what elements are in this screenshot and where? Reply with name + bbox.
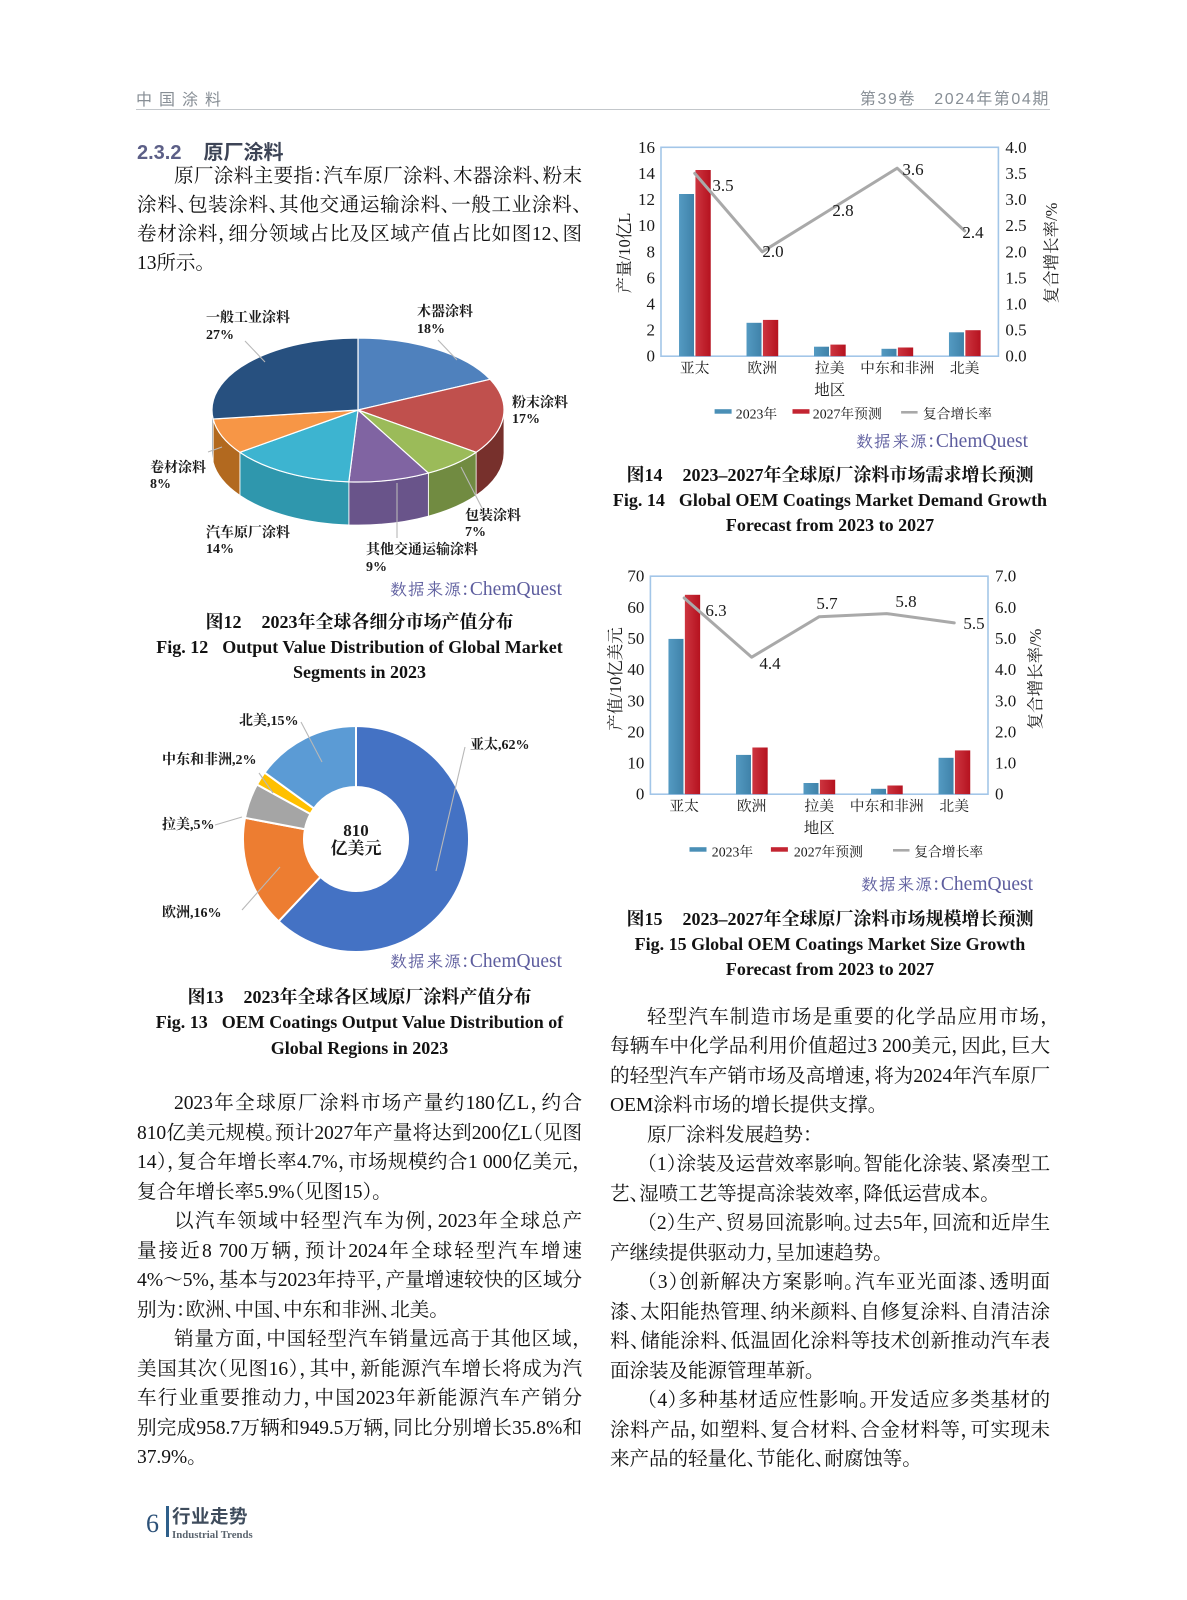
svg-text:2.0: 2.0 (995, 722, 1016, 741)
svg-text:0.5: 0.5 (1005, 321, 1026, 340)
svg-text:北美: 北美 (939, 798, 969, 815)
svg-text:0: 0 (636, 785, 645, 804)
svg-text:北美: 北美 (950, 360, 980, 377)
svg-text:复合增长率: 复合增长率 (914, 845, 983, 860)
svg-text:20: 20 (627, 722, 644, 741)
svg-text:10: 10 (627, 754, 644, 773)
svg-text:3.5: 3.5 (1005, 164, 1026, 183)
svg-text:10: 10 (638, 216, 655, 235)
svg-text:拉美: 拉美 (804, 798, 834, 815)
svg-text:2.0: 2.0 (1005, 242, 1026, 261)
svg-text:中东和非洲: 中东和非洲 (850, 798, 924, 815)
svg-text:复合增长率: 复合增长率 (923, 407, 992, 422)
svg-text:0: 0 (647, 347, 656, 366)
svg-text:3.0: 3.0 (1005, 190, 1026, 209)
svg-text:3.5: 3.5 (712, 176, 733, 195)
svg-text:5.7: 5.7 (816, 594, 838, 613)
svg-text:40: 40 (627, 660, 644, 679)
svg-text:拉美: 拉美 (815, 360, 845, 377)
svg-text:70: 70 (627, 567, 644, 586)
svg-text:3.0: 3.0 (995, 691, 1016, 710)
svg-text:12: 12 (638, 190, 655, 209)
svg-text:欧洲: 欧洲 (737, 798, 767, 815)
svg-text:2.4: 2.4 (962, 223, 984, 242)
svg-text:6: 6 (647, 268, 656, 287)
svg-text:60: 60 (627, 598, 644, 617)
svg-text:4: 4 (647, 294, 656, 313)
svg-text:16: 16 (638, 138, 655, 157)
svg-text:2: 2 (647, 321, 656, 340)
svg-text:30: 30 (627, 691, 644, 710)
svg-text:6.0: 6.0 (995, 598, 1016, 617)
svg-text:4.4: 4.4 (759, 654, 781, 673)
svg-text:8: 8 (647, 242, 656, 261)
svg-text:2023年: 2023年 (736, 406, 778, 422)
svg-text:4.0: 4.0 (1005, 138, 1026, 157)
svg-text:产量/10亿L: 产量/10亿L (615, 213, 634, 294)
svg-text:0.0: 0.0 (1005, 347, 1026, 366)
svg-text:3.6: 3.6 (902, 160, 923, 179)
svg-text:4.0: 4.0 (995, 660, 1016, 679)
svg-text:0: 0 (995, 785, 1004, 804)
svg-text:1.0: 1.0 (995, 754, 1016, 773)
svg-text:6.3: 6.3 (705, 601, 726, 620)
svg-text:14: 14 (638, 164, 656, 183)
svg-text:5.0: 5.0 (995, 629, 1016, 648)
svg-text:产值/10亿美元: 产值/10亿美元 (606, 627, 625, 731)
svg-text:欧洲: 欧洲 (747, 360, 777, 377)
svg-text:地区: 地区 (814, 380, 845, 399)
svg-text:50: 50 (627, 629, 644, 648)
svg-text:2.0: 2.0 (762, 242, 783, 261)
svg-text:复合增长率/%: 复合增长率/% (1042, 202, 1061, 303)
svg-text:5.5: 5.5 (963, 614, 984, 633)
svg-text:复合增长率/%: 复合增长率/% (1026, 628, 1045, 729)
svg-text:7.0: 7.0 (995, 567, 1016, 586)
svg-text:2027年预测: 2027年预测 (794, 844, 863, 860)
svg-text:5.8: 5.8 (895, 592, 916, 611)
svg-text:1.0: 1.0 (1005, 294, 1026, 313)
svg-text:2.5: 2.5 (1005, 216, 1026, 235)
svg-text:2023年: 2023年 (712, 844, 754, 860)
svg-text:亚太: 亚太 (669, 798, 699, 815)
svg-text:中东和非洲: 中东和非洲 (860, 360, 934, 377)
svg-text:地区: 地区 (804, 818, 835, 837)
svg-text:亚太: 亚太 (680, 360, 710, 377)
svg-text:2.8: 2.8 (832, 201, 853, 220)
svg-text:1.5: 1.5 (1005, 268, 1026, 287)
svg-text:2027年预测: 2027年预测 (813, 406, 882, 422)
